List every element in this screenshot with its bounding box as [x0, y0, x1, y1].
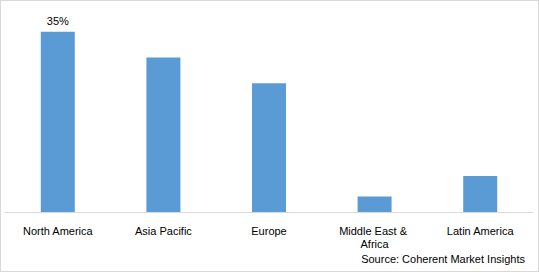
svg-text:Latin America: Latin America	[447, 225, 515, 237]
svg-text:Source: Coherent Market Insigh: Source: Coherent Market Insights	[361, 253, 525, 265]
svg-text:35%: 35%	[47, 15, 69, 27]
svg-text:Europe: Europe	[251, 225, 286, 237]
svg-text:Middle East &: Middle East &	[339, 225, 410, 237]
svg-text:Africa: Africa	[361, 238, 390, 250]
svg-text:North America: North America	[23, 225, 94, 237]
svg-text:Asia Pacific: Asia Pacific	[135, 225, 192, 237]
